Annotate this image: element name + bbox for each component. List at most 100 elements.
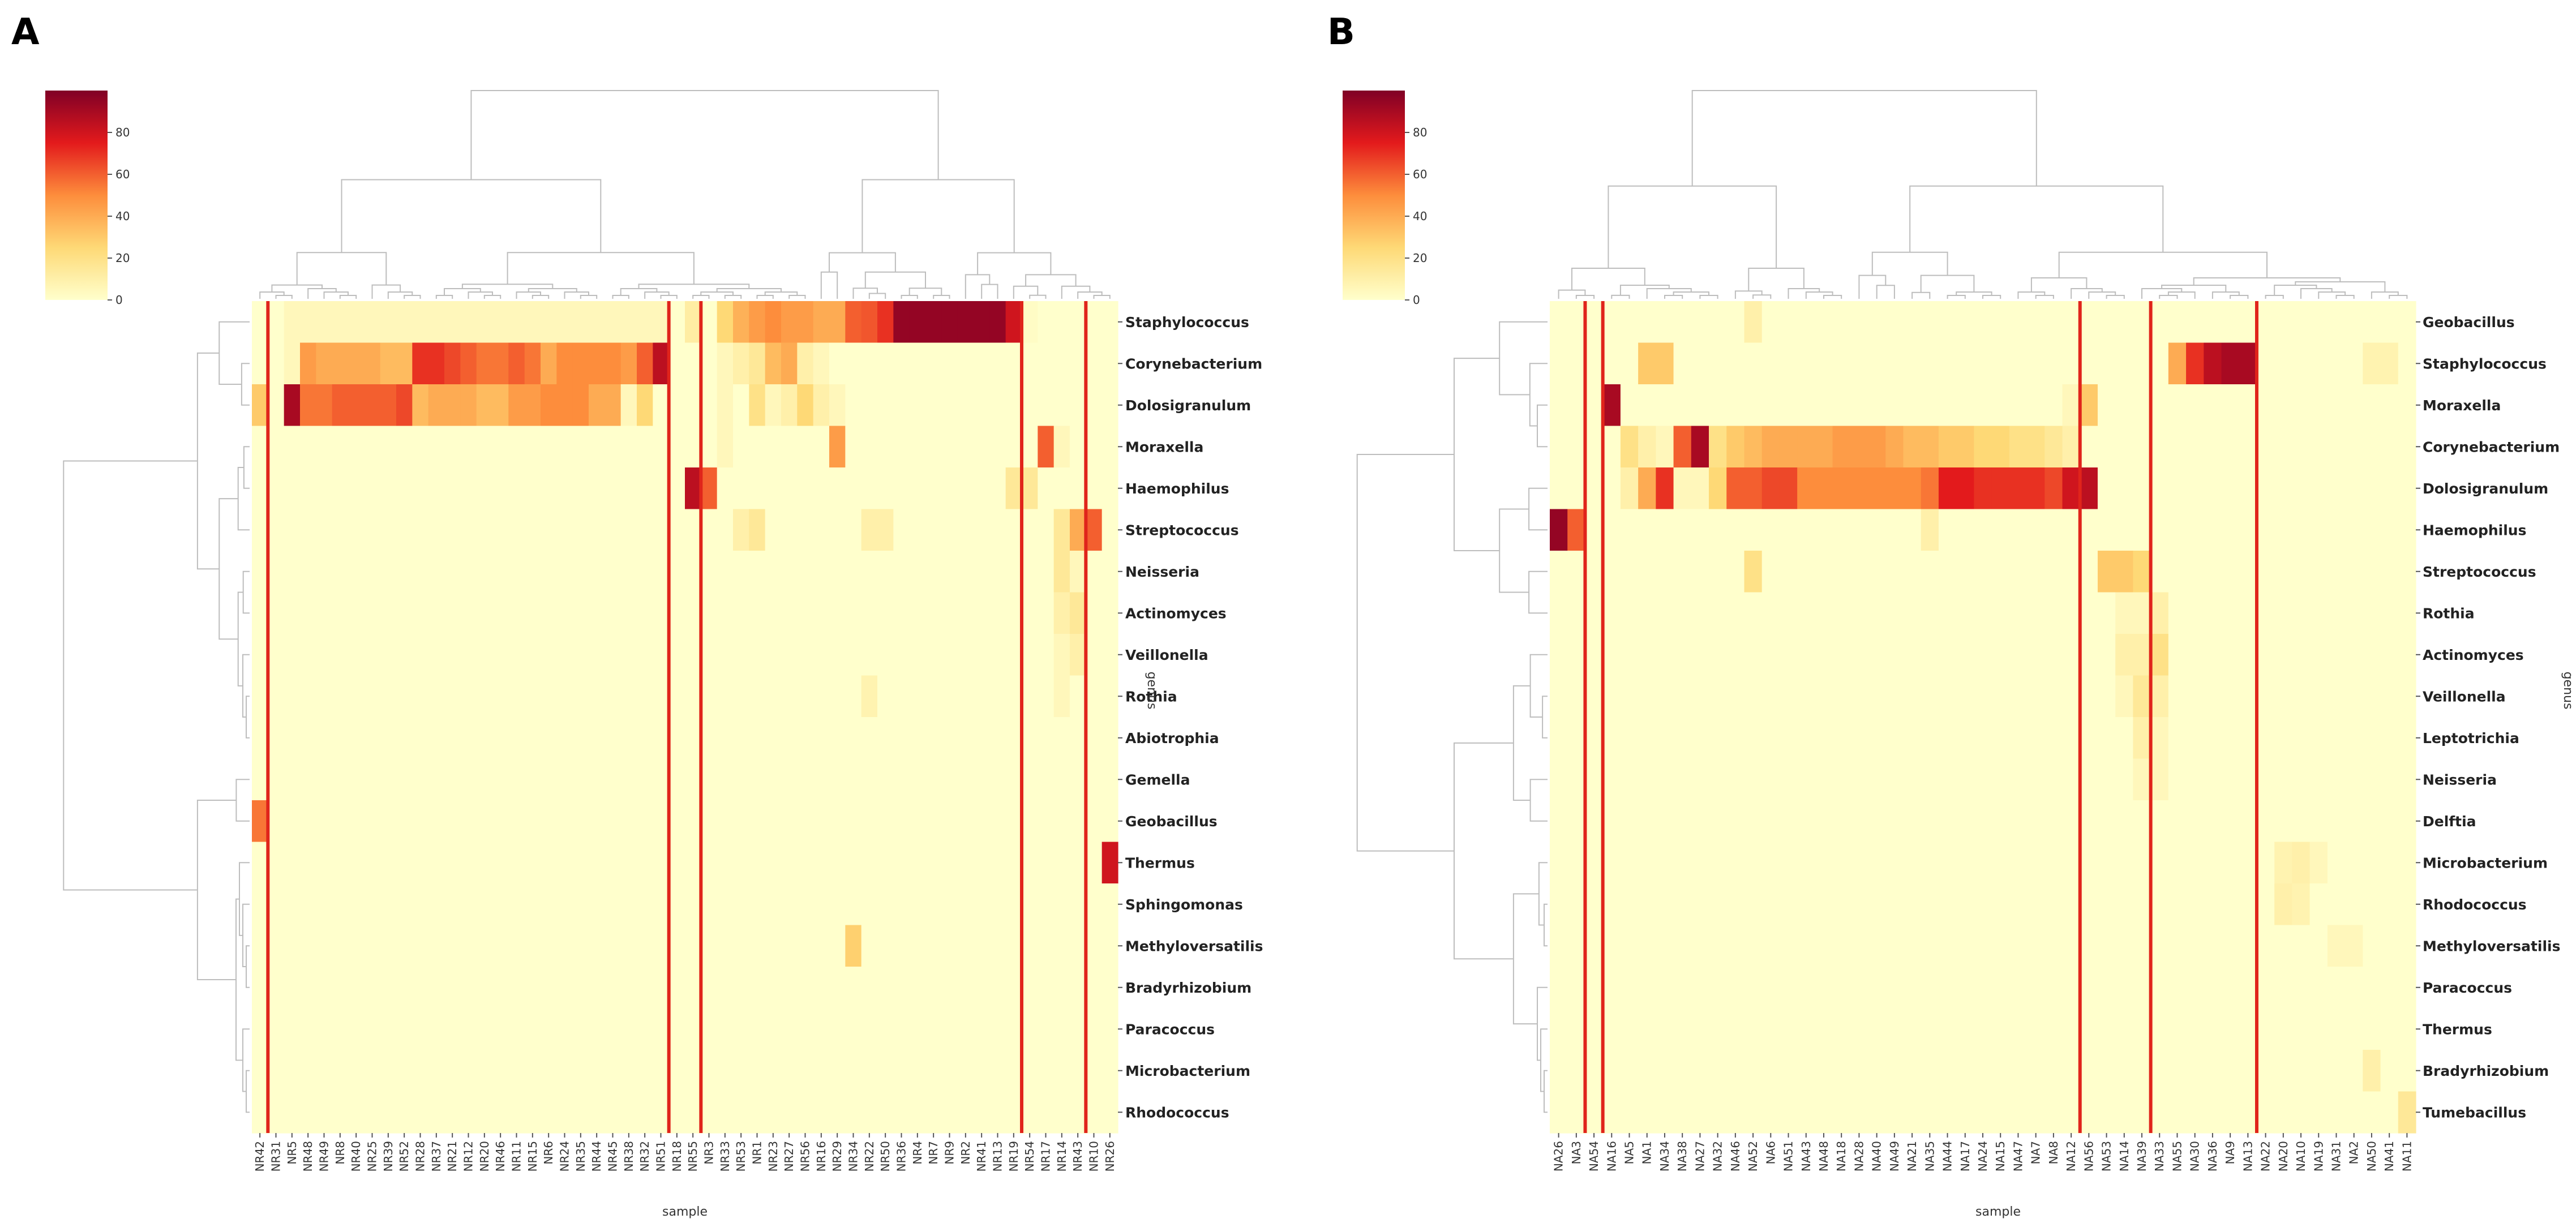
heatmap-cell — [1744, 675, 1763, 718]
heatmap-cell — [1656, 717, 1674, 759]
heatmap-cell — [2204, 509, 2222, 551]
heatmap-cell — [925, 758, 942, 801]
heatmap-cell — [813, 883, 830, 926]
heatmap-cell — [2327, 1050, 2346, 1092]
heatmap-cell — [1070, 509, 1086, 551]
dendrogram-branch — [507, 252, 695, 285]
dendrogram-branch — [1512, 893, 1539, 1025]
heatmap-cell — [332, 842, 349, 884]
heatmap-cell — [508, 467, 525, 510]
heatmap-cell — [1921, 342, 1939, 385]
heatmap-cell — [829, 1008, 846, 1050]
heatmap-cell — [813, 592, 830, 634]
heatmap-cell — [781, 842, 798, 884]
heatmap-cell — [1956, 342, 1974, 385]
heatmap-cell — [444, 342, 461, 385]
heatmap-cell — [1567, 758, 1586, 801]
heatmap-cell — [1797, 467, 1815, 510]
heatmap-cell — [2327, 1091, 2346, 1134]
heatmap-cell — [1850, 1008, 1868, 1050]
heatmap-cell — [620, 967, 637, 1009]
heatmap-cell — [268, 1091, 285, 1134]
heatmap-cell — [861, 925, 878, 967]
heatmap-cell — [364, 675, 381, 718]
sample-label: NA8 — [2047, 1141, 2060, 1164]
heatmap-cell — [2204, 1091, 2222, 1134]
heatmap-cell — [653, 384, 670, 427]
heatmap-cell — [685, 800, 701, 843]
heatmap-cell — [749, 925, 766, 967]
heatmap-cell — [524, 842, 541, 884]
dendrogram-branch — [246, 945, 250, 988]
genus-label: Staphylococcus — [1125, 314, 1249, 331]
heatmap-cell — [1620, 1091, 1639, 1134]
heatmap-cell — [893, 342, 910, 385]
dendrogram-branch — [692, 295, 710, 299]
heatmap-cell — [1991, 967, 2010, 1009]
heatmap-cell — [893, 925, 910, 967]
heatmap-cell — [1868, 1008, 1886, 1050]
heatmap-cell — [2363, 1008, 2381, 1050]
heatmap-cell — [701, 925, 718, 967]
heatmap-cell — [668, 967, 685, 1009]
heatmap-cell — [1550, 1091, 1568, 1134]
heatmap-cell — [2009, 800, 2028, 843]
heatmap-cell — [1709, 551, 1727, 593]
heatmap-cell — [1726, 551, 1745, 593]
heatmap-cell — [701, 467, 718, 510]
genus-label: Veillonella — [2423, 688, 2506, 705]
heatmap-cell — [1815, 509, 1833, 551]
heatmap-cell — [268, 717, 285, 759]
dendrogram-branch — [196, 800, 237, 980]
heatmap-cell — [2027, 800, 2045, 843]
heatmap-cell — [1038, 1008, 1055, 1050]
dendrogram-branch — [1558, 289, 1586, 299]
heatmap-cell — [1921, 467, 1939, 510]
heatmap-cell — [556, 967, 573, 1009]
heatmap-cell — [364, 1091, 381, 1134]
dendrogram-branch — [580, 295, 598, 299]
heatmap-cell — [1638, 551, 1656, 593]
heatmap-cell — [2327, 675, 2346, 718]
heatmap-cell — [605, 509, 622, 551]
heatmap-cell — [1101, 592, 1118, 634]
heatmap-cell — [957, 551, 974, 593]
heatmap-cell — [2097, 467, 2116, 510]
heatmap-cell — [974, 675, 990, 718]
heatmap-cell — [332, 800, 349, 843]
heatmap-cell — [556, 592, 573, 634]
heatmap-cell — [268, 551, 285, 593]
heatmap-cell — [974, 509, 990, 551]
heatmap-cell — [2363, 342, 2381, 385]
heatmap-cell — [989, 342, 1006, 385]
heatmap-cell — [1885, 675, 1904, 718]
heatmap-cell — [877, 967, 894, 1009]
heatmap-cell — [620, 925, 637, 967]
heatmap-cell — [797, 301, 814, 344]
dendrogram-branch — [246, 1070, 250, 1113]
sample-label: NR9 — [943, 1141, 957, 1165]
heatmap-cell — [2398, 592, 2416, 634]
heatmap-cell — [1709, 1008, 1727, 1050]
heatmap-cell — [605, 925, 622, 967]
heatmap-cell — [893, 634, 910, 676]
heatmap-cell — [284, 1091, 301, 1134]
dendrogram-branch — [307, 288, 337, 299]
dendrogram-branch — [1982, 295, 2001, 299]
heatmap-cell — [2062, 883, 2081, 926]
heatmap-cell — [572, 842, 589, 884]
heatmap-cell — [1005, 842, 1022, 884]
heatmap-cell — [1974, 758, 1992, 801]
heatmap-cell — [1850, 592, 1868, 634]
heatmap-cell — [668, 301, 685, 344]
heatmap-cell — [1550, 1050, 1568, 1092]
heatmap-cell — [2133, 675, 2151, 718]
heatmap-cell — [717, 800, 734, 843]
heatmap-cell — [428, 883, 445, 926]
heatmap-cell — [2309, 342, 2328, 385]
genus-label: Staphylococcus — [2423, 355, 2547, 372]
heatmap-cell — [1726, 509, 1745, 551]
heatmap-cell — [348, 1091, 365, 1134]
heatmap-cell — [1938, 842, 1957, 884]
heatmap-cell — [941, 675, 958, 718]
